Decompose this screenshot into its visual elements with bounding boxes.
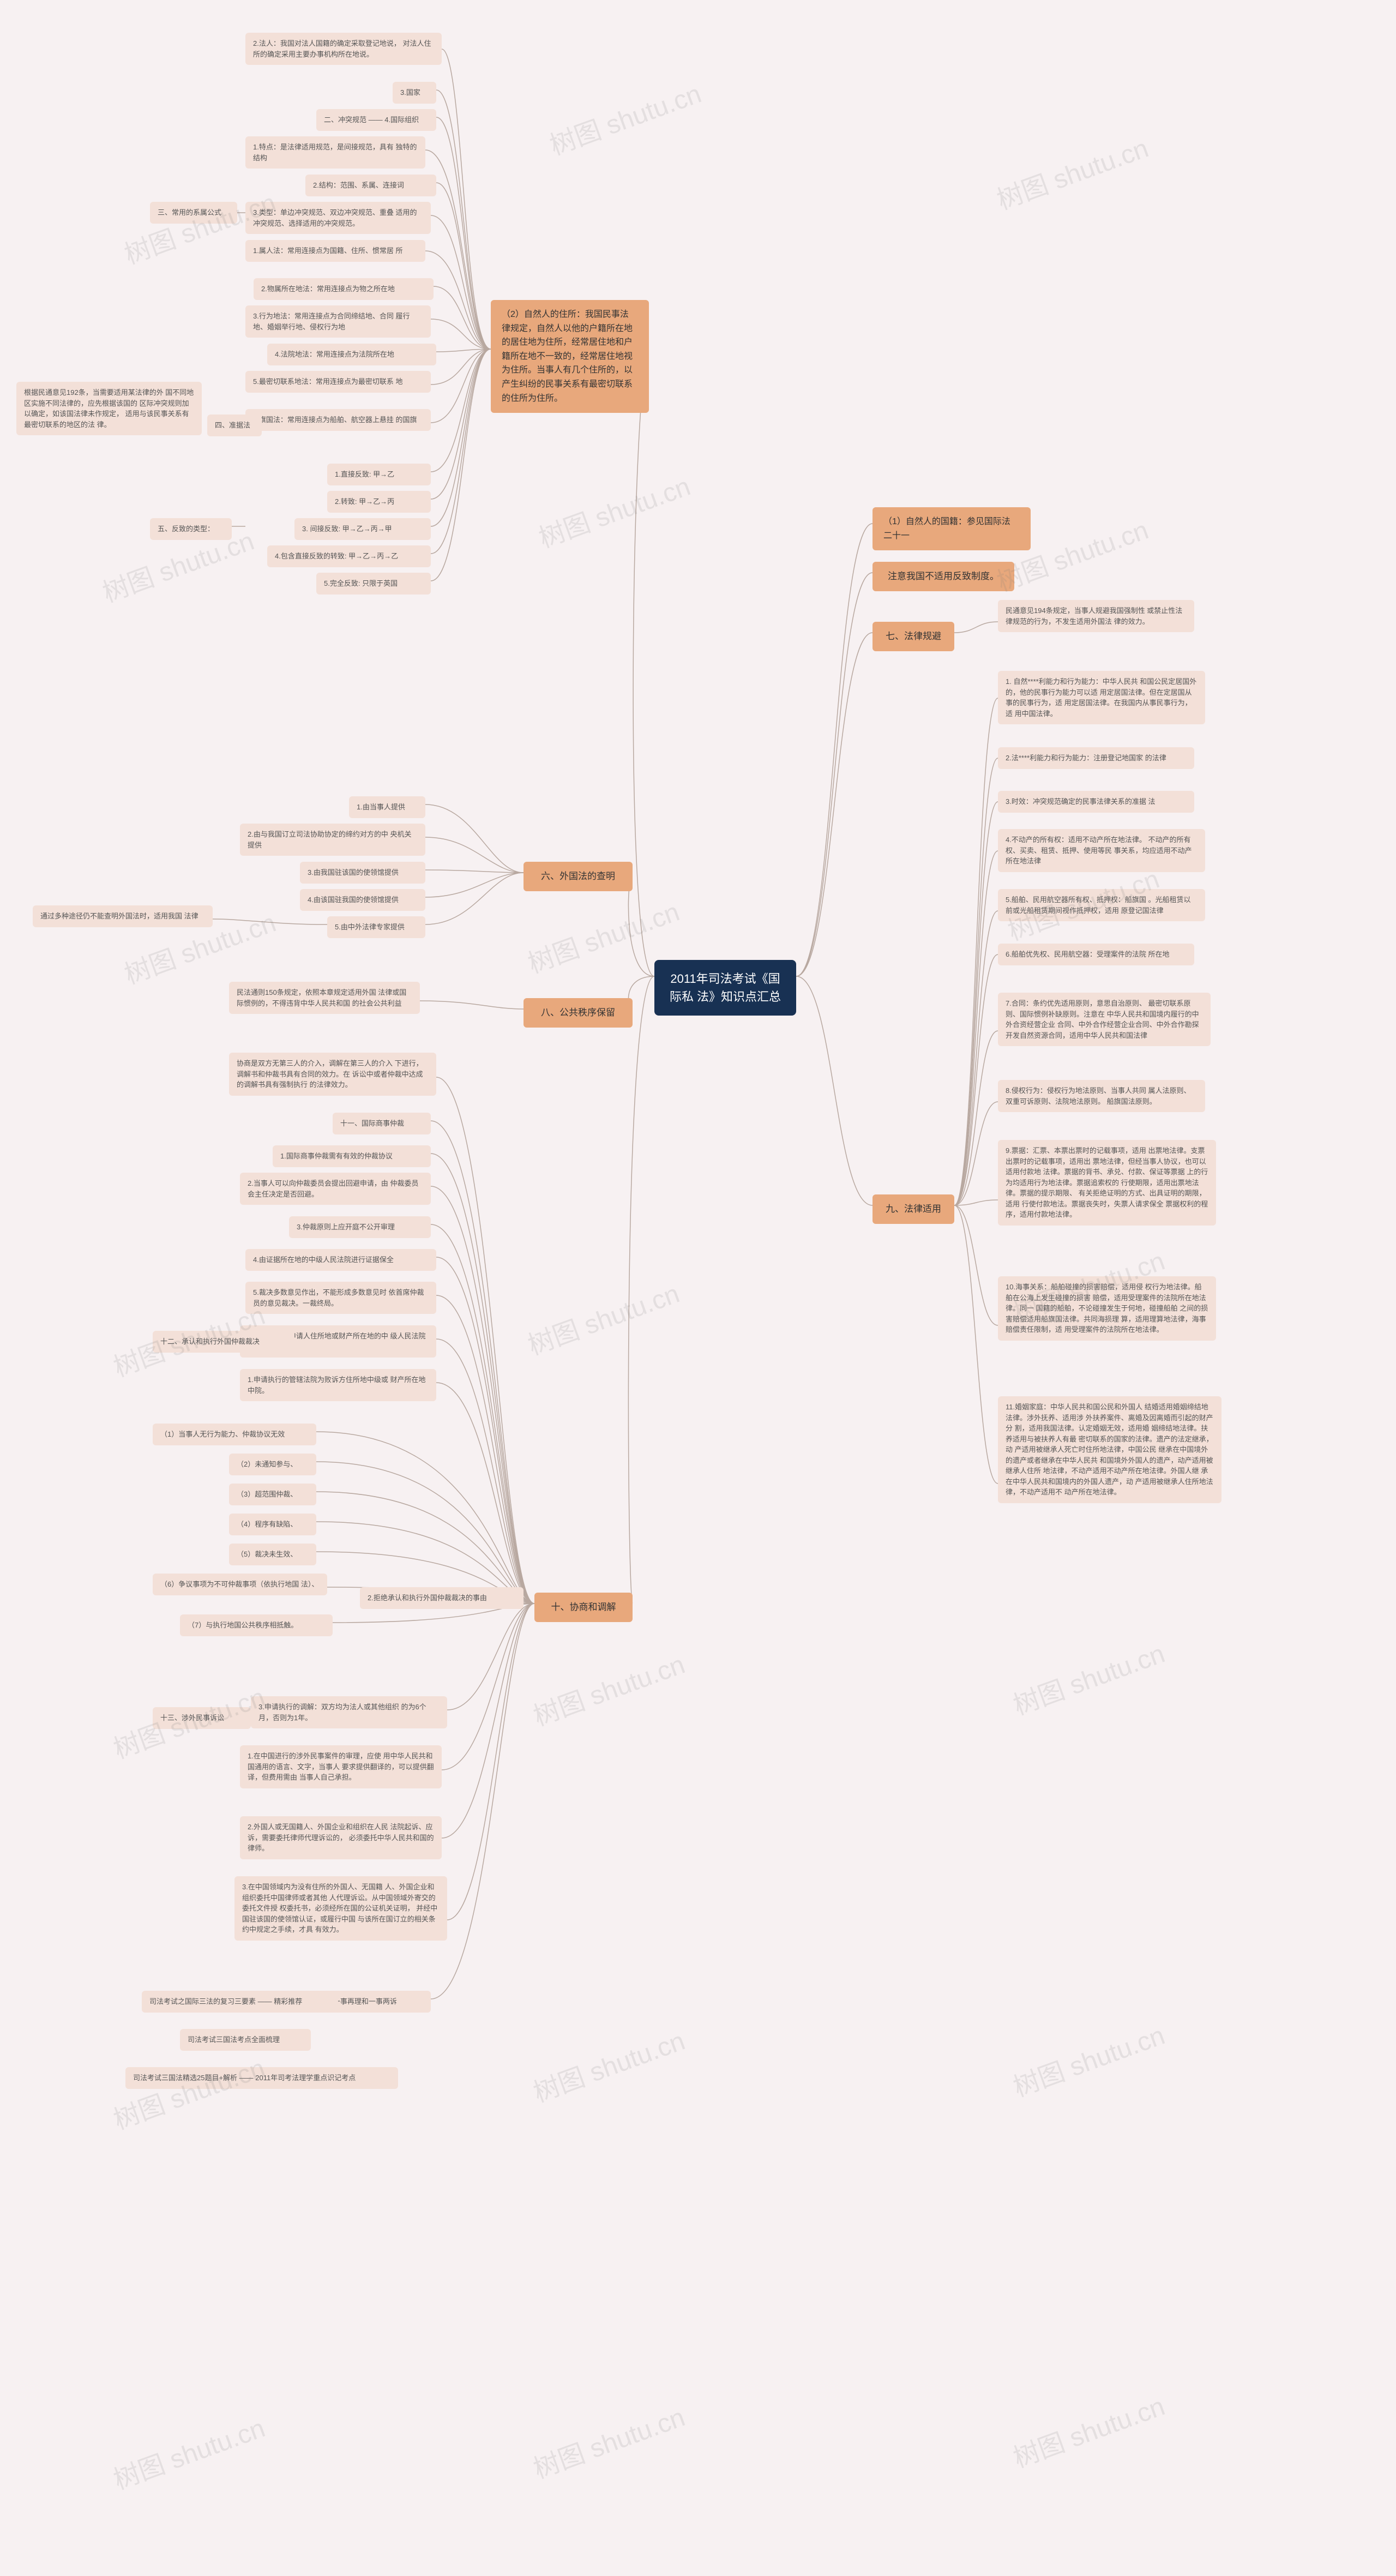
leaf-t9-9: 10.海事关系：船舶碰撞的损害赔偿，适用侵 权行为地法律。船舶在公海上发生碰撞的…	[998, 1276, 1216, 1341]
leaf-t9-8: 9.票据：汇票、本票出票时的记载事项，适用 出票地法律。支票出票时的记载事项，适…	[998, 1140, 1216, 1226]
leaf-t10-15: （6）争议事项为不可仲裁事项（依执行地国 法）、	[153, 1574, 327, 1595]
topic-renvoi: 注意我国不适用反致制度。	[872, 562, 1014, 591]
leaf-t2-16: 5.完全反致: 只限于英国	[316, 573, 431, 595]
watermark: 树图 shutu.cn	[522, 1272, 684, 1362]
leaf-t7-0: 民通意见194条规定，当事人规避我国强制性 或禁止性法律规范的行为，不发生适用外…	[998, 600, 1194, 632]
root-node: 2011年司法考试《国际私 法》知识点汇总	[654, 960, 796, 1016]
watermark: 树图 shutu.cn	[1007, 2385, 1169, 2475]
watermark: 树图 shutu.cn	[1007, 1632, 1169, 1722]
leaf-t10_far-1: 司法考试三国法考点全面梳理	[180, 2029, 311, 2051]
watermark: 树图 shutu.cn	[107, 2406, 269, 2496]
leaf-t6-2: 3.由我国驻该国的使领馆提供	[300, 862, 425, 884]
leaf-t10-3: 2.当事人可以向仲裁委员会提出回避申请，由 仲裁委员会主任决定是否回避。	[240, 1173, 431, 1205]
leaf-t10-12: （3）超范围仲裁、	[229, 1484, 316, 1505]
leaf-t2-8: 3.行为地法：常用连接点为合同缔结地、合同 履行地、婚姻举行地、侵权行为地	[245, 305, 431, 338]
watermark: 树图 shutu.cn	[1007, 2014, 1169, 2104]
leaf-t2-13: 2.转致: 甲→乙→丙	[327, 491, 431, 513]
topic-residence: （2）自然人的住所：我国民事法 律规定，自然人以他的户籍所在地 的居住地为住所，…	[491, 300, 649, 413]
leaf-t10-16: （7）与执行地国公共秩序相抵触。	[180, 1614, 333, 1636]
leaf-t10-1: 十一、国际商事仲裁	[333, 1113, 431, 1134]
leaf-t2-10: 5.最密切联系地法：常用连接点为最密切联系 地	[245, 371, 431, 393]
leaf-t2-11: 6.旗国法：常用连接点为船舶、航空器上悬挂 的国旗	[245, 409, 431, 431]
leaf-t2-0: 2.法人：我国对法人国籍的确定采取登记地说， 对法人住所的确定采用主要办事机构所…	[245, 33, 442, 65]
watermark: 树图 shutu.cn	[527, 2395, 689, 2485]
leaf-t9-10: 11.婚姻家庭：中华人民共和国公民和外国人 结婚适用婚姻缔结地法律。涉外抚养、适…	[998, 1396, 1222, 1503]
watermark: 树图 shutu.cn	[991, 127, 1153, 217]
leaf-t2-1: 3.国家	[393, 82, 436, 104]
leaf-t10-11: （2）未通知参与、	[229, 1454, 316, 1475]
leaf-t10-19: 3.申请执行的调解：双方均为法人或其他组织 的为6个月，否则为1年。	[251, 1696, 447, 1728]
leaf-t2-9: 4.法院地法：常用连接点为法院所在地	[267, 344, 436, 365]
leaf-t2_far-2: 四、准据法	[207, 415, 262, 436]
topic-mediation: 十、协商和调解	[534, 1593, 633, 1622]
leaf-t9-7: 8.侵权行为：侵权行为地法原则、当事人共同 属人法原则、双重可诉原则、法院地法原…	[998, 1080, 1205, 1112]
leaf-t9-6: 7.合同：条约优先适用原则，意思自治原则、 最密切联系原则、国际惯例补缺原则。注…	[998, 993, 1211, 1046]
leaf-t9-3: 4.不动产的所有权：适用不动产所在地法律。 不动产的所有权、买卖、租赁、抵押、使…	[998, 829, 1205, 872]
leaf-t2_far-1: 根据民通意见192条，当需要适用某法律的外 国不同地区实施不同法律的，应先根据该…	[16, 382, 202, 435]
leaf-t10-6: 5.裁决多数意见作出，不能形成多数意见时 依首席仲裁员的意见裁决。一裁终局。	[245, 1282, 436, 1314]
leaf-t10_far-0: 司法考试之国际三法的复习三要素 —— 精彩推荐	[142, 1991, 338, 2013]
watermark: 树图 shutu.cn	[527, 1643, 689, 1733]
leaf-t10-22: 3.在中国领域内为没有住所的外国人、无国籍 人、外国企业和组织委托中国律师或者其…	[234, 1876, 447, 1941]
leaf-t9-2: 3.时效：冲突规范确定的民事法律关系的准据 法	[998, 791, 1194, 813]
leaf-t6-0: 1.由当事人提供	[349, 796, 425, 818]
leaf-t8-0: 民法通则150条规定，依照本章规定适用外国 法律或国际惯例的，不得违背中华人民共…	[229, 982, 420, 1014]
leaf-t2_far-3: 五、反致的类型：	[150, 518, 232, 540]
leaf-t2-15: 4.包含直接反致的转致: 甲→乙→丙→乙	[267, 545, 431, 567]
leaf-t10-0: 协商是双方无第三人的介入，调解在第三人的介入 下进行，调解书和仲裁书具有合同的效…	[229, 1053, 436, 1096]
leaf-t10-14: （5）裁决未生效、	[229, 1544, 316, 1565]
leaf-t2-7: 2.物属所在地法：常用连接点为物之所在地	[254, 278, 434, 300]
leaf-t9-1: 2.法****利能力和行为能力：注册登记地国家 的法律	[998, 747, 1194, 769]
leaf-t6_far-0: 通过多种途径仍不能查明外国法时，适用我国 法律	[33, 905, 213, 927]
leaf-t10-4: 3.仲裁原则上应开庭不公开审理	[289, 1216, 431, 1238]
leaf-t6-3: 4.由该国驻我国的使领馆提供	[300, 889, 425, 911]
watermark: 树图 shutu.cn	[107, 2046, 269, 2136]
leaf-t10-10: （1）当事人无行为能力、仲裁协议无效	[153, 1424, 316, 1445]
leaf-t10-8: 十二、承认和执行外国仲裁裁决	[153, 1331, 294, 1353]
leaf-t9-5: 6.船舶优先权、民用航空器：受理案件的法院 所在地	[998, 944, 1194, 965]
leaf-t6-1: 2.由与我国订立司法协助协定的缔约对方的中 央机关提供	[240, 824, 425, 856]
leaf-t10-5: 4.由证据所在地的中级人民法院进行证据保全	[245, 1249, 436, 1271]
leaf-t2-5: 3.类型：单边冲突规范、双边冲突规范、重叠 适用的冲突规范、选择适用的冲突规范。	[245, 202, 431, 234]
leaf-t10-21: 2.外国人或无国籍人、外国企业和组织在人民 法院起诉、应诉，需要委托律师代理诉讼…	[240, 1816, 442, 1859]
leaf-t10-13: （4）程序有缺陷、	[229, 1514, 316, 1535]
leaf-t10-2: 1.国际商事仲裁需有有效的仲裁协议	[273, 1145, 431, 1167]
leaf-t2-4: 2.结构：范围、系属、连接词	[305, 175, 436, 196]
leaf-t9-0: 1. 自然****利能力和行为能力：中华人民共 和国公民定居国外的，他的民事行为…	[998, 671, 1205, 724]
leaf-t10-9: 1.申请执行的管辖法院为败诉方住所地中级或 财产所在地中院。	[240, 1369, 436, 1401]
leaf-t10-18: 十三、涉外民事诉讼	[153, 1707, 251, 1729]
topic-applicable-law: 九、法律适用	[872, 1194, 954, 1224]
leaf-t6-4: 5.由中外法律专家提供	[327, 916, 425, 938]
leaf-t2-12: 1.直接反致: 甲→乙	[327, 464, 431, 485]
leaf-t10-20: 1.在中国进行的涉外民事案件的审理，应使 用中华人民共和国通用的语言、文字，当事…	[240, 1745, 442, 1788]
leaf-t10-17: 2.拒绝承认和执行外国仲裁裁决的事由	[360, 1587, 524, 1609]
topic-nationality: （1）自然人的国籍：参见国际法 二十一	[872, 507, 1031, 550]
leaf-t2-6: 1.属人法：常用连接点为国籍、住所、惯常居 所	[245, 240, 425, 262]
leaf-t2-14: 3. 间接反致: 甲→乙→丙→甲	[294, 518, 431, 540]
topic-public-order: 八、公共秩序保留	[524, 998, 633, 1028]
leaf-t10_far-2: 司法考试三国法精选25题目+解析 —— 2011年司考法理学重点识记考点	[125, 2067, 398, 2089]
leaf-t2-2: 二、冲突规范 —— 4.国际组织	[316, 109, 436, 131]
watermark: 树图 shutu.cn	[533, 465, 695, 555]
watermark: 树图 shutu.cn	[527, 2019, 689, 2109]
leaf-t2_far-0: 三、常用的系属公式	[150, 202, 237, 224]
topic-foreign-law: 六、外国法的查明	[524, 862, 633, 891]
leaf-t9-4: 5.船舶、民用航空器所有权、抵押权：船旗国 。光船租赁以前或光船租赁期间视作抵押…	[998, 889, 1205, 921]
topic-evasion: 七、法律规避	[872, 622, 954, 651]
leaf-t2-3: 1.特点：是法律适用规范，是间接规范，具有 独特的结构	[245, 136, 425, 169]
watermark: 树图 shutu.cn	[544, 72, 706, 162]
